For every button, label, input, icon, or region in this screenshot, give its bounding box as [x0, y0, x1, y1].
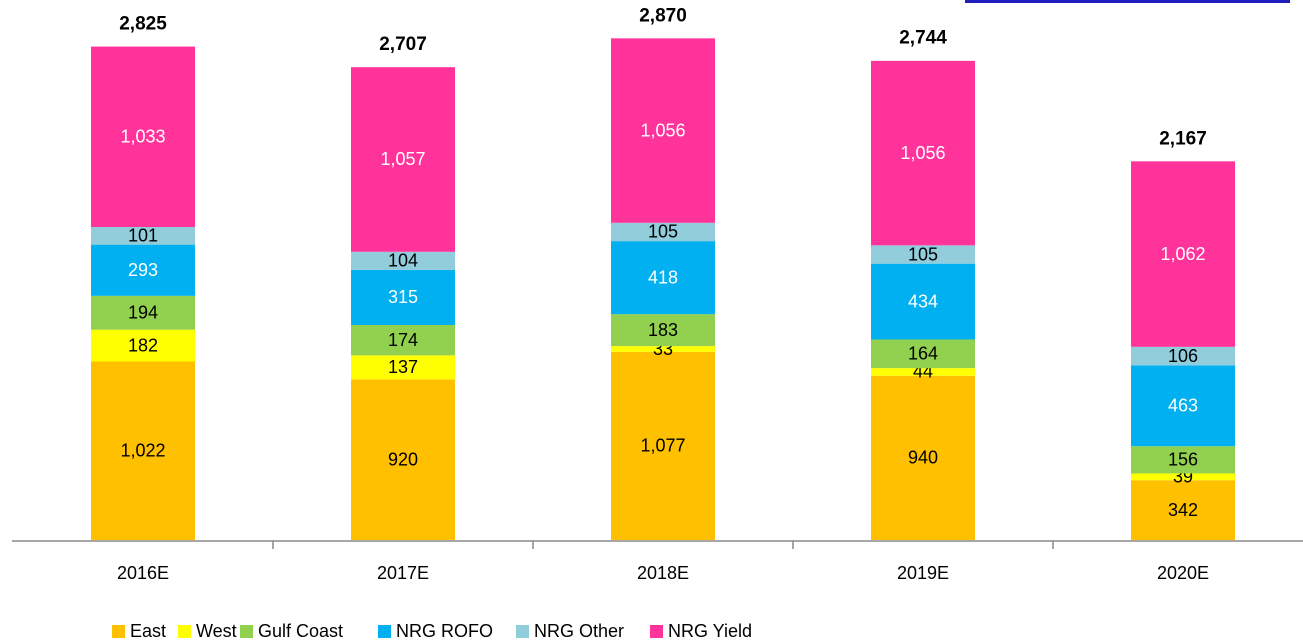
data-label: 434 — [908, 291, 938, 311]
bar-segment — [351, 67, 455, 252]
bar-segment — [611, 346, 715, 352]
bar-segment — [611, 314, 715, 347]
data-label: 418 — [648, 267, 678, 287]
x-tick-label: 2017E — [377, 563, 429, 583]
legend-label: West — [196, 621, 237, 641]
data-label: 1,056 — [640, 120, 685, 140]
data-label: 183 — [648, 320, 678, 340]
x-tick-label: 2019E — [897, 563, 949, 583]
legend-label: East — [130, 621, 166, 641]
total-label: 2,744 — [899, 28, 947, 49]
bar-segment — [351, 379, 455, 540]
data-label: 342 — [1168, 500, 1198, 520]
bar-segment — [611, 222, 715, 242]
legend-swatch — [240, 625, 253, 638]
data-label: 1,057 — [380, 149, 425, 169]
bar-segment — [91, 244, 195, 296]
bar-segment — [1131, 480, 1235, 540]
bar-segment — [91, 361, 195, 540]
total-label: 2,707 — [379, 34, 427, 55]
bar-segment — [351, 324, 455, 356]
bar-segment — [351, 251, 455, 270]
data-label: 293 — [128, 260, 158, 280]
legend-swatch — [112, 625, 125, 638]
data-label: 1,056 — [900, 143, 945, 163]
data-label: 920 — [388, 449, 418, 469]
total-label: 2,870 — [639, 6, 687, 27]
data-label: 104 — [388, 251, 418, 271]
data-label: 194 — [128, 303, 158, 323]
data-label: 164 — [908, 344, 938, 364]
legend-label: NRG Yield — [668, 621, 752, 641]
data-label: 463 — [1168, 396, 1198, 416]
x-tick-label: 2016E — [117, 563, 169, 583]
bar-segment — [1131, 346, 1235, 366]
bar-segment — [871, 60, 975, 246]
total-label: 2,167 — [1159, 129, 1207, 150]
bar-segment — [611, 38, 715, 223]
bar-segment — [1131, 473, 1235, 481]
bar-segment — [351, 355, 455, 380]
legend-swatch — [650, 625, 663, 638]
data-label: 315 — [388, 287, 418, 307]
data-label: 1,033 — [120, 127, 165, 147]
legend-swatch — [178, 625, 191, 638]
data-label: 106 — [1168, 346, 1198, 366]
data-label: 156 — [1168, 450, 1198, 470]
bar-segment — [1131, 446, 1235, 474]
x-tick-label: 2018E — [637, 563, 689, 583]
data-label: 137 — [388, 357, 418, 377]
data-label: 101 — [128, 226, 158, 246]
legend-label: NRG ROFO — [396, 621, 493, 641]
x-tick-label: 2020E — [1157, 563, 1209, 583]
legend-swatch — [378, 625, 391, 638]
bar-segment — [1131, 365, 1235, 447]
bar-segment — [1131, 161, 1235, 347]
bar-segment — [871, 375, 975, 540]
legend-label: Gulf Coast — [258, 621, 343, 641]
legend-label: NRG Other — [534, 621, 624, 641]
bar-segment — [611, 241, 715, 315]
bar-segment — [91, 295, 195, 330]
data-label: 105 — [648, 222, 678, 242]
bar-segment — [871, 245, 975, 264]
bar-segment — [351, 269, 455, 325]
data-label: 105 — [908, 244, 938, 264]
bar-segment — [611, 351, 715, 540]
bar-segment — [91, 329, 195, 362]
bar-segment — [91, 226, 195, 245]
data-label: 1,062 — [1160, 244, 1205, 264]
data-label: 174 — [388, 330, 418, 350]
bar-segment — [91, 46, 195, 227]
data-label: 182 — [128, 335, 158, 355]
data-label: 940 — [908, 448, 938, 468]
bar-segment — [871, 368, 975, 376]
data-label: 1,077 — [640, 436, 685, 456]
bar-segment — [871, 339, 975, 369]
legend-swatch — [516, 625, 529, 638]
bar-segment — [871, 263, 975, 340]
data-label: 1,022 — [120, 440, 165, 460]
total-label: 2,825 — [119, 14, 167, 35]
